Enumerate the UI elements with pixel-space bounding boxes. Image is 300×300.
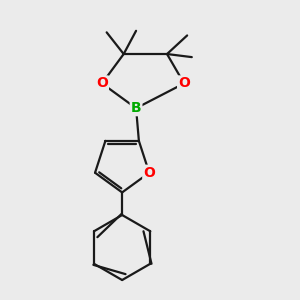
Text: B: B — [131, 101, 141, 115]
Text: O: O — [96, 76, 108, 90]
Text: O: O — [143, 166, 155, 180]
Text: O: O — [178, 76, 190, 90]
